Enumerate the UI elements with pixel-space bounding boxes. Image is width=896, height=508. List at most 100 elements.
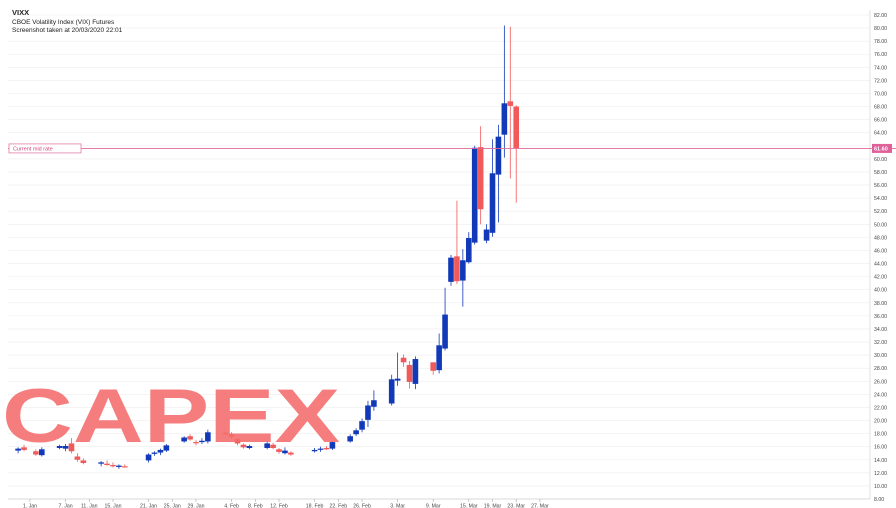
- candle: [228, 432, 235, 439]
- y-tick-label: 58.00: [874, 170, 887, 176]
- candle-body: [412, 359, 419, 384]
- candle: [80, 458, 87, 465]
- candle-body: [282, 450, 288, 454]
- y-tick-label: 60.00: [874, 157, 887, 163]
- x-tick-label: 19. Mar: [484, 504, 502, 508]
- candle: [246, 444, 253, 450]
- candle-body: [513, 106, 520, 149]
- y-tick-label: 54.00: [874, 196, 887, 202]
- candle: [448, 255, 454, 286]
- candle-body: [145, 454, 152, 461]
- y-tick-label: 56.00: [874, 183, 887, 189]
- candle: [347, 434, 353, 443]
- y-tick-label: 70.00: [874, 91, 887, 97]
- y-tick-label: 30.00: [874, 353, 887, 359]
- candle: [56, 444, 63, 450]
- current-price-line: Current mid rate 61.60: [8, 143, 896, 154]
- candle-body: [122, 466, 128, 468]
- candle: [222, 430, 229, 436]
- y-tick-label: 68.00: [874, 105, 887, 111]
- candle-body: [460, 260, 466, 281]
- x-tick-label: 22. Feb: [330, 504, 348, 508]
- y-tick-label: 32.00: [874, 340, 887, 346]
- y-tick-label: 18.00: [874, 432, 887, 438]
- y-tick-label: 28.00: [874, 366, 887, 372]
- candle-body: [276, 449, 282, 452]
- x-tick-label: 12. Feb: [270, 504, 288, 508]
- candle: [288, 451, 294, 456]
- candle: [264, 441, 270, 450]
- candle-body: [205, 432, 211, 442]
- candle: [483, 224, 490, 244]
- candle: [234, 437, 241, 446]
- current-price-value: 61.60: [874, 146, 888, 152]
- candle-body: [388, 379, 395, 404]
- candle-body: [193, 442, 199, 444]
- y-tick-label: 20.00: [874, 419, 887, 425]
- candle: [471, 145, 478, 245]
- candle: [151, 451, 158, 456]
- candle-body: [264, 443, 270, 448]
- candle-body: [62, 446, 69, 449]
- x-tick-label: 21. Jan: [140, 504, 157, 508]
- candle: [240, 443, 247, 449]
- candle-body: [33, 451, 39, 455]
- candle: [323, 446, 330, 450]
- y-tick-label: 40.00: [874, 288, 887, 294]
- candle: [454, 200, 460, 284]
- x-tick-label: 29. Jan: [187, 504, 204, 508]
- candle-body: [323, 447, 330, 450]
- candle-body: [187, 436, 193, 440]
- candle: [122, 464, 128, 468]
- candle-body: [163, 445, 170, 451]
- symbol-title: VIXX: [12, 8, 30, 17]
- candle: [400, 354, 407, 367]
- y-tick-label: 74.00: [874, 65, 887, 71]
- candle-body: [98, 462, 104, 464]
- y-tick-label: 66.00: [874, 118, 887, 124]
- x-tick-label: 23. Mar: [507, 504, 525, 508]
- y-tick-label: 46.00: [874, 248, 887, 254]
- candle-body: [234, 438, 241, 444]
- instrument-description: CBOE Volatility Index (VIX) Futures: [12, 19, 115, 26]
- candle: [436, 333, 442, 374]
- candle: [98, 461, 104, 467]
- candle-body: [465, 238, 472, 263]
- candle: [513, 105, 520, 203]
- y-tick-label: 42.00: [874, 275, 887, 281]
- candle: [116, 464, 122, 469]
- candle: [104, 460, 110, 466]
- candle-body: [430, 362, 436, 371]
- candle-body: [157, 449, 164, 453]
- candle: [110, 462, 116, 468]
- candle: [74, 453, 81, 462]
- candle: [489, 139, 496, 237]
- candle-body: [436, 345, 442, 371]
- candle: [163, 444, 170, 452]
- candle: [507, 26, 514, 179]
- candle: [442, 287, 448, 351]
- y-tick-label: 12.00: [874, 471, 887, 477]
- candle-body: [329, 442, 336, 449]
- candle-body: [56, 446, 63, 448]
- candle: [193, 440, 199, 446]
- candle-body: [39, 449, 45, 456]
- candle-body: [74, 456, 81, 460]
- candle-body: [21, 447, 27, 450]
- candle-body: [489, 173, 496, 233]
- candle-body: [311, 449, 318, 452]
- candle: [495, 124, 502, 223]
- candle-body: [477, 147, 484, 210]
- x-tick-label: 27. Mar: [531, 504, 549, 508]
- y-tick-label: 52.00: [874, 209, 887, 215]
- y-tick-label: 80.00: [874, 26, 887, 32]
- candle-body: [483, 229, 490, 241]
- candle-body: [359, 421, 365, 430]
- candle-body: [68, 443, 75, 452]
- candle-body: [448, 257, 454, 282]
- candle: [199, 438, 205, 445]
- candle: [276, 447, 282, 454]
- candles: [15, 25, 520, 469]
- y-tick-label: 16.00: [874, 445, 887, 451]
- candle-body: [181, 437, 187, 442]
